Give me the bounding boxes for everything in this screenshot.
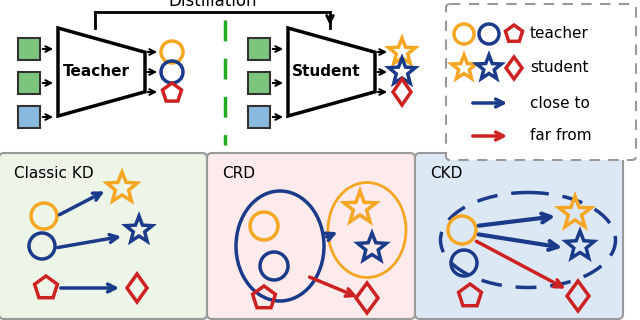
FancyBboxPatch shape <box>207 153 415 319</box>
Text: CKD: CKD <box>430 166 462 181</box>
FancyBboxPatch shape <box>248 38 270 60</box>
Text: Student: Student <box>292 65 361 79</box>
FancyBboxPatch shape <box>18 106 40 128</box>
Text: close to: close to <box>530 95 590 110</box>
Text: teacher: teacher <box>530 27 589 42</box>
FancyBboxPatch shape <box>0 153 207 319</box>
Text: far from: far from <box>530 129 591 143</box>
Text: student: student <box>530 60 589 76</box>
Polygon shape <box>58 28 145 116</box>
Text: Classic KD: Classic KD <box>14 166 93 181</box>
FancyBboxPatch shape <box>248 106 270 128</box>
FancyBboxPatch shape <box>18 38 40 60</box>
FancyBboxPatch shape <box>446 4 636 160</box>
Text: Teacher: Teacher <box>63 65 130 79</box>
Text: CRD: CRD <box>222 166 255 181</box>
FancyBboxPatch shape <box>18 72 40 94</box>
Text: Distillation: Distillation <box>168 0 257 10</box>
Polygon shape <box>288 28 375 116</box>
FancyBboxPatch shape <box>415 153 623 319</box>
FancyBboxPatch shape <box>248 72 270 94</box>
